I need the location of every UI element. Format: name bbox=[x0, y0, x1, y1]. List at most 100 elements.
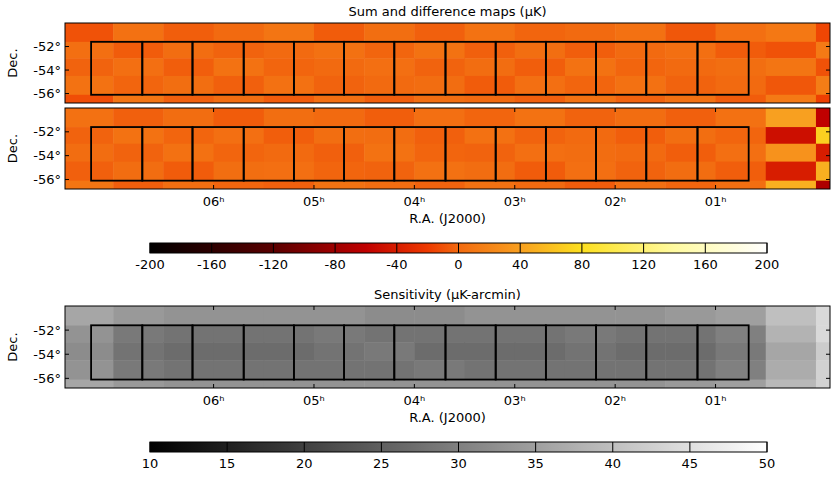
field-box bbox=[344, 42, 394, 95]
map-cell bbox=[163, 380, 214, 388]
map-cell bbox=[615, 108, 666, 128]
map-cell bbox=[465, 325, 516, 342]
y-tick bbox=[65, 179, 69, 180]
map-cell bbox=[716, 306, 767, 326]
y-tick bbox=[65, 378, 69, 379]
map-cell bbox=[716, 342, 767, 361]
x-axis-title: R.A. (J2000) bbox=[409, 211, 486, 226]
map-cell bbox=[414, 306, 465, 326]
map-cell bbox=[414, 108, 465, 128]
map-cell bbox=[65, 23, 114, 42]
x-tick bbox=[615, 384, 616, 388]
map-cell bbox=[314, 360, 365, 380]
x-tick bbox=[514, 185, 515, 189]
field-box bbox=[142, 325, 192, 379]
x-tick bbox=[715, 108, 716, 112]
x-tick bbox=[615, 306, 616, 310]
map-cell bbox=[766, 162, 817, 182]
colorbar-tick bbox=[612, 442, 613, 452]
colorbar-tick bbox=[520, 243, 521, 253]
map-cell bbox=[565, 108, 616, 128]
map-cell bbox=[515, 95, 566, 103]
map-cell bbox=[364, 306, 415, 326]
map-cell bbox=[716, 42, 767, 59]
map-cell bbox=[414, 144, 465, 162]
map-cell bbox=[665, 144, 716, 162]
x-tick bbox=[514, 384, 515, 388]
map-cell bbox=[615, 162, 666, 182]
field-box bbox=[445, 127, 495, 181]
y-axis-title: Dec. bbox=[5, 332, 20, 361]
field-box bbox=[496, 325, 546, 379]
map-cell bbox=[665, 108, 716, 128]
map-cell bbox=[465, 76, 516, 95]
map-cell bbox=[565, 380, 616, 388]
x-tick bbox=[313, 185, 314, 189]
map-cell bbox=[565, 181, 616, 189]
map-cell bbox=[465, 108, 516, 128]
field-box bbox=[294, 325, 344, 379]
map-cell bbox=[163, 144, 214, 162]
map-cell bbox=[515, 23, 566, 42]
colorbar-tick-label: -80 bbox=[324, 257, 345, 272]
map-cell bbox=[314, 144, 365, 162]
map-cell bbox=[414, 342, 465, 361]
field-box bbox=[697, 42, 748, 95]
colorbar-tick-label: 40 bbox=[512, 257, 529, 272]
map-cell bbox=[816, 162, 830, 182]
field-box bbox=[596, 127, 646, 181]
map-cell bbox=[364, 380, 415, 388]
map-cell bbox=[766, 144, 817, 162]
colorbar-tick-label: -120 bbox=[259, 257, 289, 272]
y-tick bbox=[65, 131, 69, 132]
field-box bbox=[496, 42, 546, 95]
map-cell bbox=[465, 42, 516, 59]
x-tick-label: 06ʰ bbox=[203, 194, 225, 209]
map-cell bbox=[314, 181, 365, 189]
title: Sum and difference maps (μK) bbox=[349, 4, 547, 19]
map-cell bbox=[615, 342, 666, 361]
map-cell bbox=[214, 144, 265, 162]
colorbar-tick-label: 0 bbox=[454, 257, 462, 272]
x-tick bbox=[213, 306, 214, 310]
y-tick-label: -54° bbox=[33, 347, 61, 362]
colorbar-tick bbox=[458, 243, 459, 253]
y-tick bbox=[65, 330, 69, 331]
x-tick bbox=[514, 108, 515, 112]
map-cell bbox=[414, 325, 465, 342]
field-box bbox=[697, 325, 748, 379]
map-cells bbox=[65, 23, 830, 103]
map-cell bbox=[615, 380, 666, 388]
field-box bbox=[294, 127, 344, 181]
map-cell bbox=[515, 342, 566, 361]
map-cell bbox=[665, 127, 716, 144]
map-cell bbox=[665, 162, 716, 182]
map-cell bbox=[264, 42, 315, 59]
field-box bbox=[394, 127, 445, 181]
map-cell bbox=[65, 380, 114, 388]
map-cell bbox=[414, 76, 465, 95]
colorbar-tick bbox=[273, 243, 274, 253]
colorbar-tick bbox=[227, 442, 228, 452]
colorbar-tick-label: 30 bbox=[450, 456, 467, 471]
map-cell bbox=[414, 360, 465, 380]
map-cell bbox=[766, 306, 817, 326]
map-cell bbox=[515, 162, 566, 182]
map-cell bbox=[65, 306, 114, 326]
map-cell bbox=[113, 127, 164, 144]
map-cell bbox=[665, 76, 716, 95]
map-cell bbox=[515, 360, 566, 380]
map-cell bbox=[364, 42, 415, 59]
map-cell bbox=[465, 380, 516, 388]
map-cell bbox=[515, 181, 566, 189]
field-box bbox=[91, 325, 142, 379]
field-box bbox=[244, 325, 294, 379]
map-cell bbox=[163, 342, 214, 361]
map-cell bbox=[465, 144, 516, 162]
colorbar-tick bbox=[381, 442, 382, 452]
colorbar-tick bbox=[150, 442, 151, 452]
x-tick bbox=[615, 108, 616, 112]
colorbar-tick-label: 15 bbox=[219, 456, 236, 471]
map-cell bbox=[364, 127, 415, 144]
colorbar-tick bbox=[581, 243, 582, 253]
